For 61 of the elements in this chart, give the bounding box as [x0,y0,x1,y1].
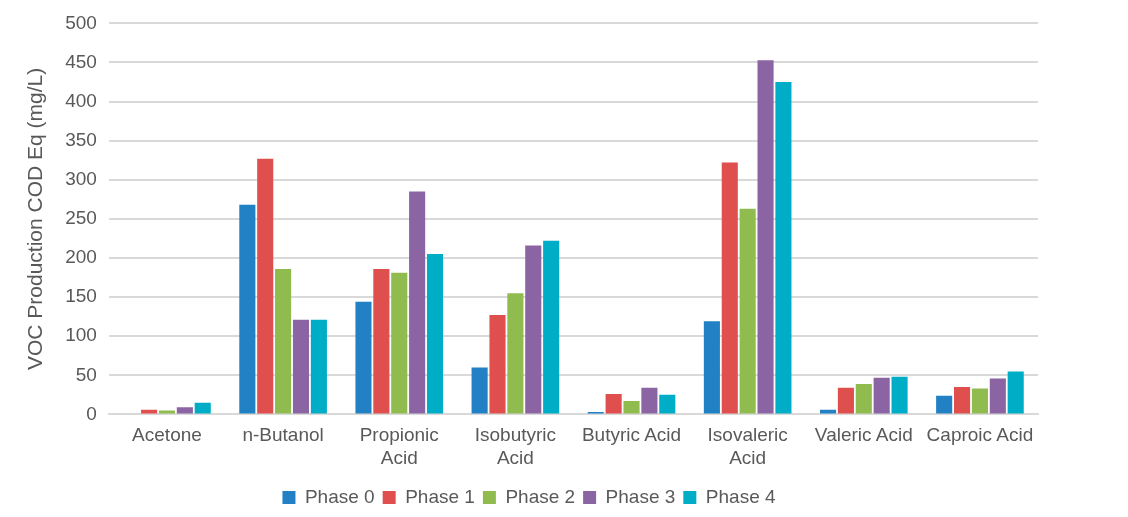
bar [426,254,444,414]
bar [471,367,488,414]
x-tick-label: Caproic Acid [926,424,1034,446]
y-tick-label: 0 [86,402,97,424]
bar [641,387,658,414]
y-tick-label: 400 [65,89,97,111]
y-tick-label: 350 [65,128,97,150]
x-tick-label: Propionic Acid [359,424,439,468]
legend-label: Phase 1 [405,485,475,507]
y-tick-label: 200 [65,246,97,268]
bar [507,293,524,414]
bar [739,208,756,414]
bar [194,402,211,414]
bar [1007,371,1024,414]
legend-label: Phase 4 [705,485,776,507]
x-tick-label: Acetone [132,424,202,446]
y-tick-label: 150 [65,285,97,307]
bar [158,410,176,414]
bar [239,204,256,414]
bar [489,315,506,414]
bar [257,158,274,414]
bar [605,394,622,414]
y-tick-label: 250 [65,207,97,229]
y-tick-label: 450 [65,50,97,72]
legend-label: Phase 3 [605,485,676,507]
bar [525,245,542,414]
bar [292,319,310,414]
bar [659,394,676,414]
bar [989,378,1006,414]
y-axis-title: VOC Production COD Eq (mg/L) [23,67,47,371]
bar [873,377,890,414]
x-tick-label: n-Butanol [242,424,324,446]
bar [355,301,372,414]
bar [855,383,872,414]
bar [409,191,426,414]
y-tick-label: 50 [75,363,97,385]
bar [373,268,390,414]
bar [971,388,988,414]
bar [954,387,971,414]
legend-label: Phase 2 [505,485,576,507]
bar [543,240,560,414]
bar [721,162,738,414]
y-tick-label: 300 [65,168,97,190]
bar [275,268,292,414]
bar [391,272,408,414]
legend-label: Phase 0 [304,485,375,507]
bar [176,407,193,414]
bar [310,319,327,414]
bar [891,376,908,414]
bar [623,401,640,414]
bar [837,387,854,414]
x-tick-label: Isovaleric Acid [707,424,788,468]
x-tick-label: Isobutyric Acid [474,424,557,468]
bar [757,60,774,414]
bar [703,321,720,414]
y-tick-label: 500 [65,11,97,33]
y-tick-label: 100 [65,324,97,346]
x-tick-label: Valeric Acid [814,424,913,446]
bar [775,82,792,414]
bar [936,395,953,414]
x-tick-label: Butyric Acid [581,424,682,446]
